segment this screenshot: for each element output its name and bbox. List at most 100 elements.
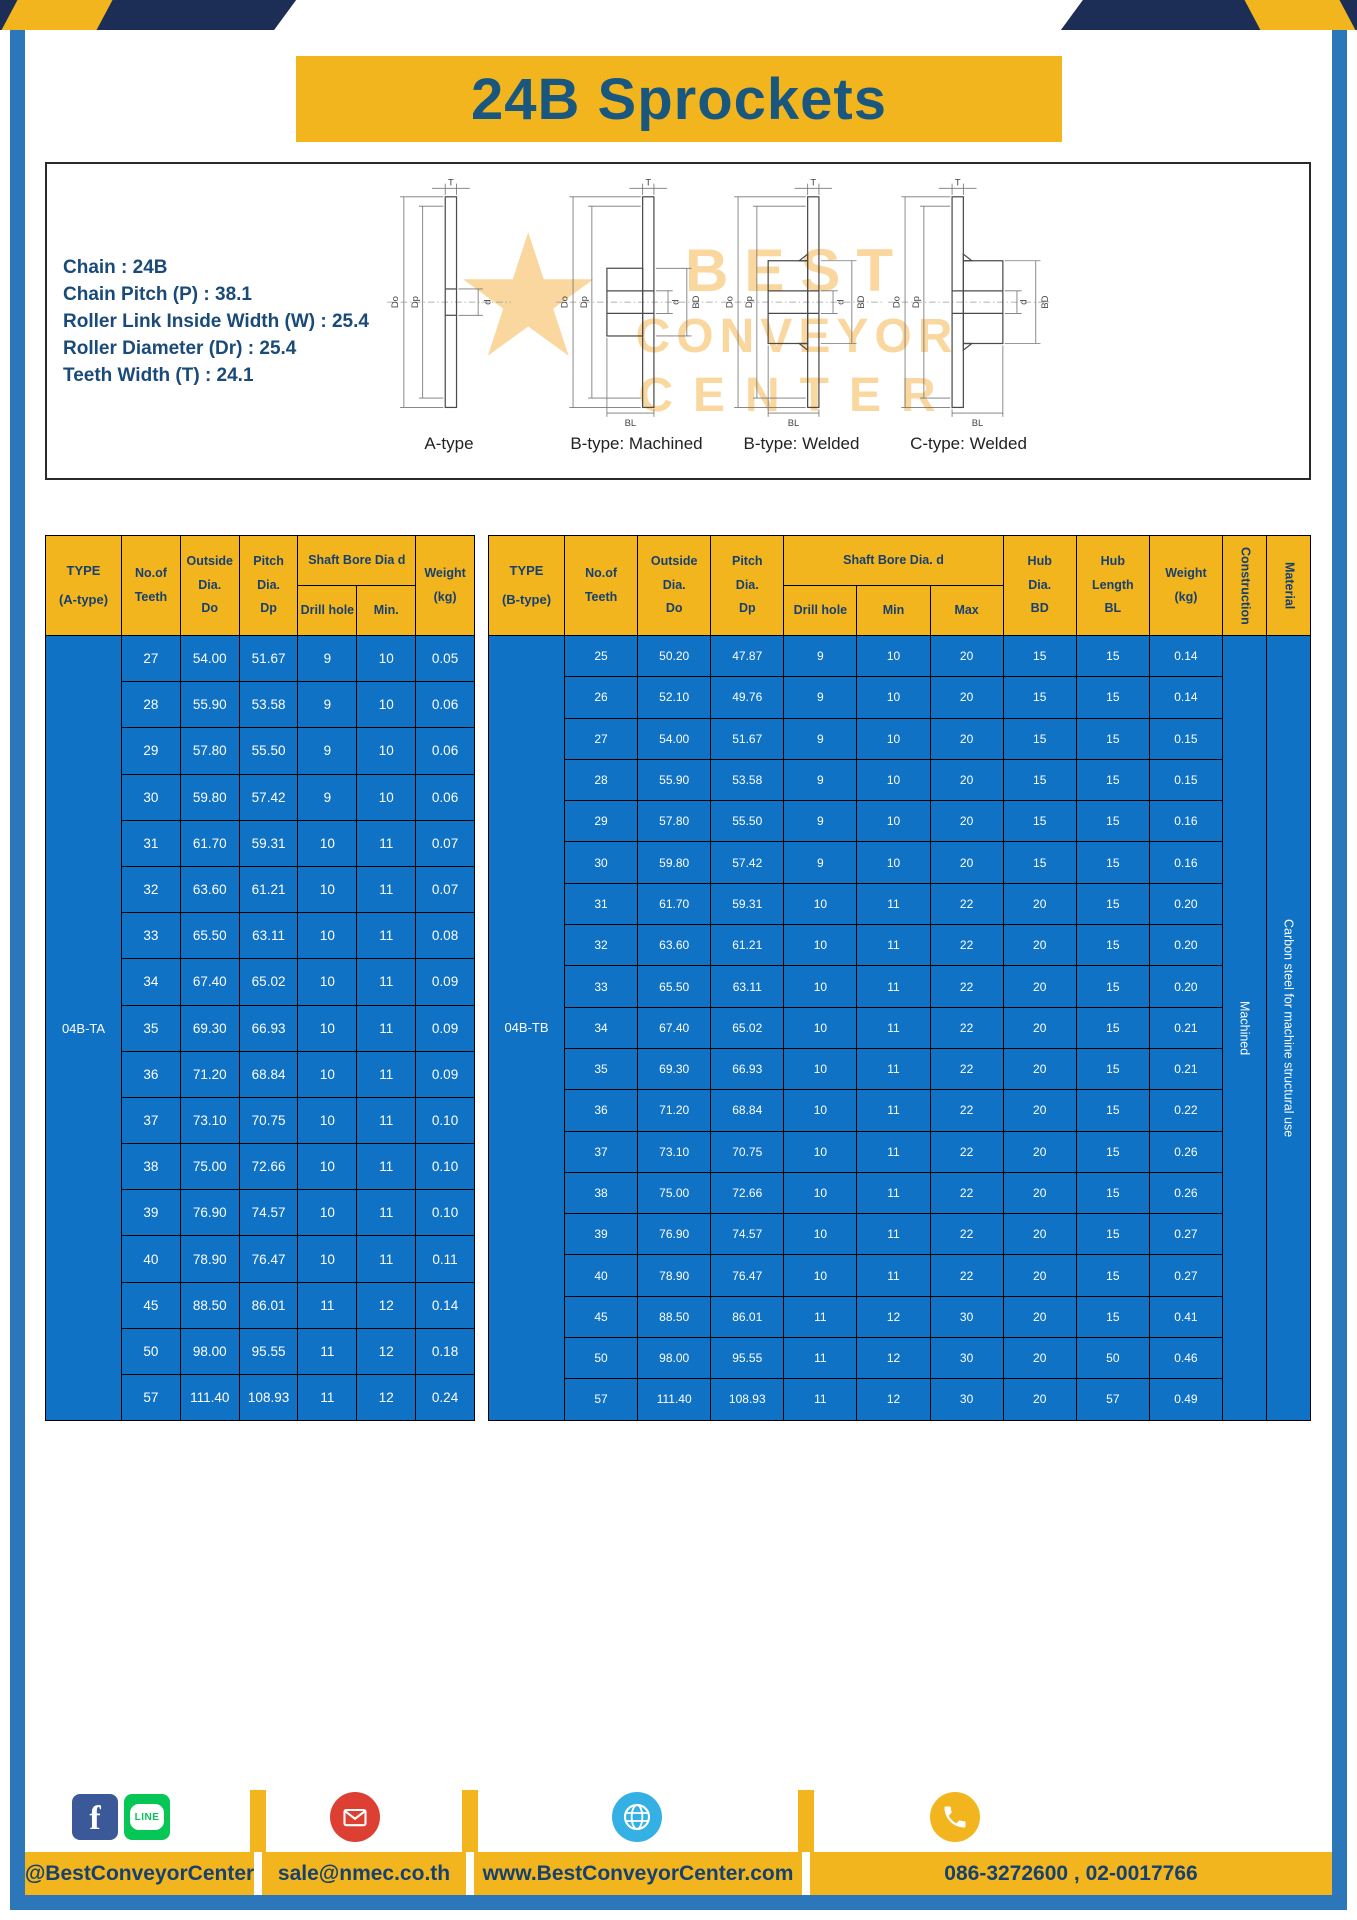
facebook-letter: f [89,1800,101,1837]
cell-hub-dia: 20 [1002,1254,1077,1297]
cell-min: 11 [856,1006,931,1049]
cell-outside-dia: 73.10 [637,1130,712,1173]
cell-hub-length: 15 [1075,1130,1150,1173]
cell-outside-dia: 61.70 [637,882,712,926]
table-b-grid: No.of Teeth Outside Dia. Do Pitch Dia. D… [563,535,1224,1421]
material-value: Carbon steel for machine structural use [1267,636,1310,1420]
cell-hub-length: 15 [1075,1047,1150,1091]
phone-icon[interactable] [930,1792,980,1842]
cell-hub-dia: 20 [1002,1130,1077,1173]
cell-max: 22 [929,882,1004,926]
line-icon[interactable]: LINE [124,1794,170,1840]
cell-hub-length: 15 [1075,1213,1150,1256]
cell-max: 20 [929,758,1004,802]
cell-teeth: 45 [121,1281,181,1329]
divider-tab [250,1790,266,1852]
cell-min: 11 [356,1143,417,1191]
cell-weight: 0.09 [415,1004,475,1052]
cell-drill-hole: 10 [783,1047,858,1091]
cell-outside-dia: 57.80 [179,727,240,775]
cell-weight: 0.09 [415,1050,475,1098]
cell-hub-length: 15 [1075,1254,1150,1297]
material-header-label: Material [1282,561,1297,610]
table-row: 36 71.20 68.84 10 11 22 20 15 0.22 [563,1089,1224,1132]
table-row: 34 67.40 65.02 10 11 22 20 15 0.21 [563,1006,1224,1049]
facebook-icon[interactable]: f [72,1794,118,1840]
cell-hub-length: 57 [1075,1378,1150,1421]
diagram-panel: ★ BEST CONVEYOR CENTER Chain : 24B Chain… [45,162,1311,480]
cell-min: 11 [856,882,931,926]
watermark-line: BEST [684,237,910,304]
table-row: 32 63.60 61.21 10 11 22 20 15 0.20 [563,924,1224,967]
contact-email[interactable]: sale@nmec.co.th [262,1852,466,1895]
cell-teeth: 57 [121,1373,181,1422]
cell-weight: 0.24 [415,1373,475,1422]
svg-text:Dp: Dp [409,296,420,308]
cell-min: 11 [856,965,931,1008]
cell-max: 22 [929,924,1004,967]
cell-drill-hole: 11 [783,1295,858,1339]
cell-weight: 0.16 [1148,841,1224,884]
type-header-a: TYPE (A-type) [46,536,121,636]
cell-max: 20 [929,634,1004,678]
table-a-type: TYPE (A-type) 04B-TA No.of Teeth Outside… [45,535,475,1422]
table-row: 33 65.50 63.11 10 11 0.08 [121,912,475,960]
col-header-min: Min. [356,585,417,636]
table-row: 31 61.70 59.31 10 11 22 20 15 0.20 [563,882,1224,926]
cell-hub-length: 15 [1075,924,1150,967]
email-icon[interactable] [330,1792,380,1842]
table-row: 26 52.10 49.76 9 10 20 15 15 0.14 [563,676,1224,719]
cell-min: 11 [356,1235,417,1283]
cell-drill-hole: 11 [783,1337,858,1380]
cell-pitch-dia: 51.67 [710,717,785,760]
cell-teeth: 36 [563,1089,639,1132]
line-bubble: LINE [130,1804,164,1830]
table-row: 30 59.80 57.42 9 10 0.06 [121,773,475,821]
cell-drill-hole: 10 [783,1171,858,1215]
cell-min: 11 [856,1213,931,1256]
cell-hub-dia: 20 [1002,1047,1077,1091]
cell-teeth: 32 [121,865,181,914]
col-header-weight: Weight (kg) [1148,535,1224,636]
cell-max: 22 [929,965,1004,1008]
social-handle[interactable]: @BestConveyorCenter [25,1852,254,1895]
cell-weight: 0.26 [1148,1171,1224,1215]
col-header-drill-hole: Drill hole [783,585,858,636]
contact-phone[interactable]: 086-3272600 , 02-0017766 [810,1852,1332,1895]
drawing-label: B-type: Welded [743,434,860,453]
cell-drill-hole: 11 [783,1378,858,1421]
cell-drill-hole: 10 [783,1254,858,1297]
table-row: 35 69.30 66.93 10 11 0.09 [121,1004,475,1052]
cell-weight: 0.41 [1148,1295,1224,1339]
cell-drill-hole: 9 [297,634,358,683]
cell-pitch-dia: 63.11 [710,965,785,1008]
svg-text:d: d [481,300,492,305]
svg-text:T: T [810,178,816,188]
svg-text:Dp: Dp [910,296,921,308]
cell-weight: 0.22 [1148,1089,1224,1132]
cell-hub-dia: 20 [1002,1171,1077,1215]
corner-stripe [0,0,21,30]
table-row: 25 50.20 47.87 9 10 20 15 15 0.14 [563,634,1224,678]
cell-pitch-dia: 66.93 [710,1047,785,1091]
cell-weight: 0.10 [415,1143,475,1191]
cell-min: 11 [356,865,417,914]
cell-max: 30 [929,1378,1004,1421]
table-row: 34 67.40 65.02 10 11 0.09 [121,958,475,1006]
contact-website[interactable]: www.BestConveyorCenter.com [474,1852,802,1895]
cell-weight: 0.06 [415,727,475,775]
type-column-b: TYPE (B-type) 04B-TB [488,535,564,1421]
cell-max: 22 [929,1171,1004,1215]
cell-hub-length: 15 [1075,841,1150,884]
cell-teeth: 37 [563,1130,639,1173]
cell-weight: 0.14 [415,1281,475,1329]
cell-drill-hole: 9 [783,717,858,760]
table-row: 50 98.00 95.55 11 12 0.18 [121,1327,475,1376]
svg-text:Dp: Dp [743,296,754,308]
cell-hub-length: 15 [1075,676,1150,719]
cell-pitch-dia: 53.58 [710,758,785,802]
table-row: 35 69.30 66.93 10 11 22 20 15 0.21 [563,1047,1224,1091]
cell-weight: 0.15 [1148,758,1224,802]
svg-text:BD: BD [1038,295,1049,308]
globe-icon[interactable] [612,1792,662,1842]
